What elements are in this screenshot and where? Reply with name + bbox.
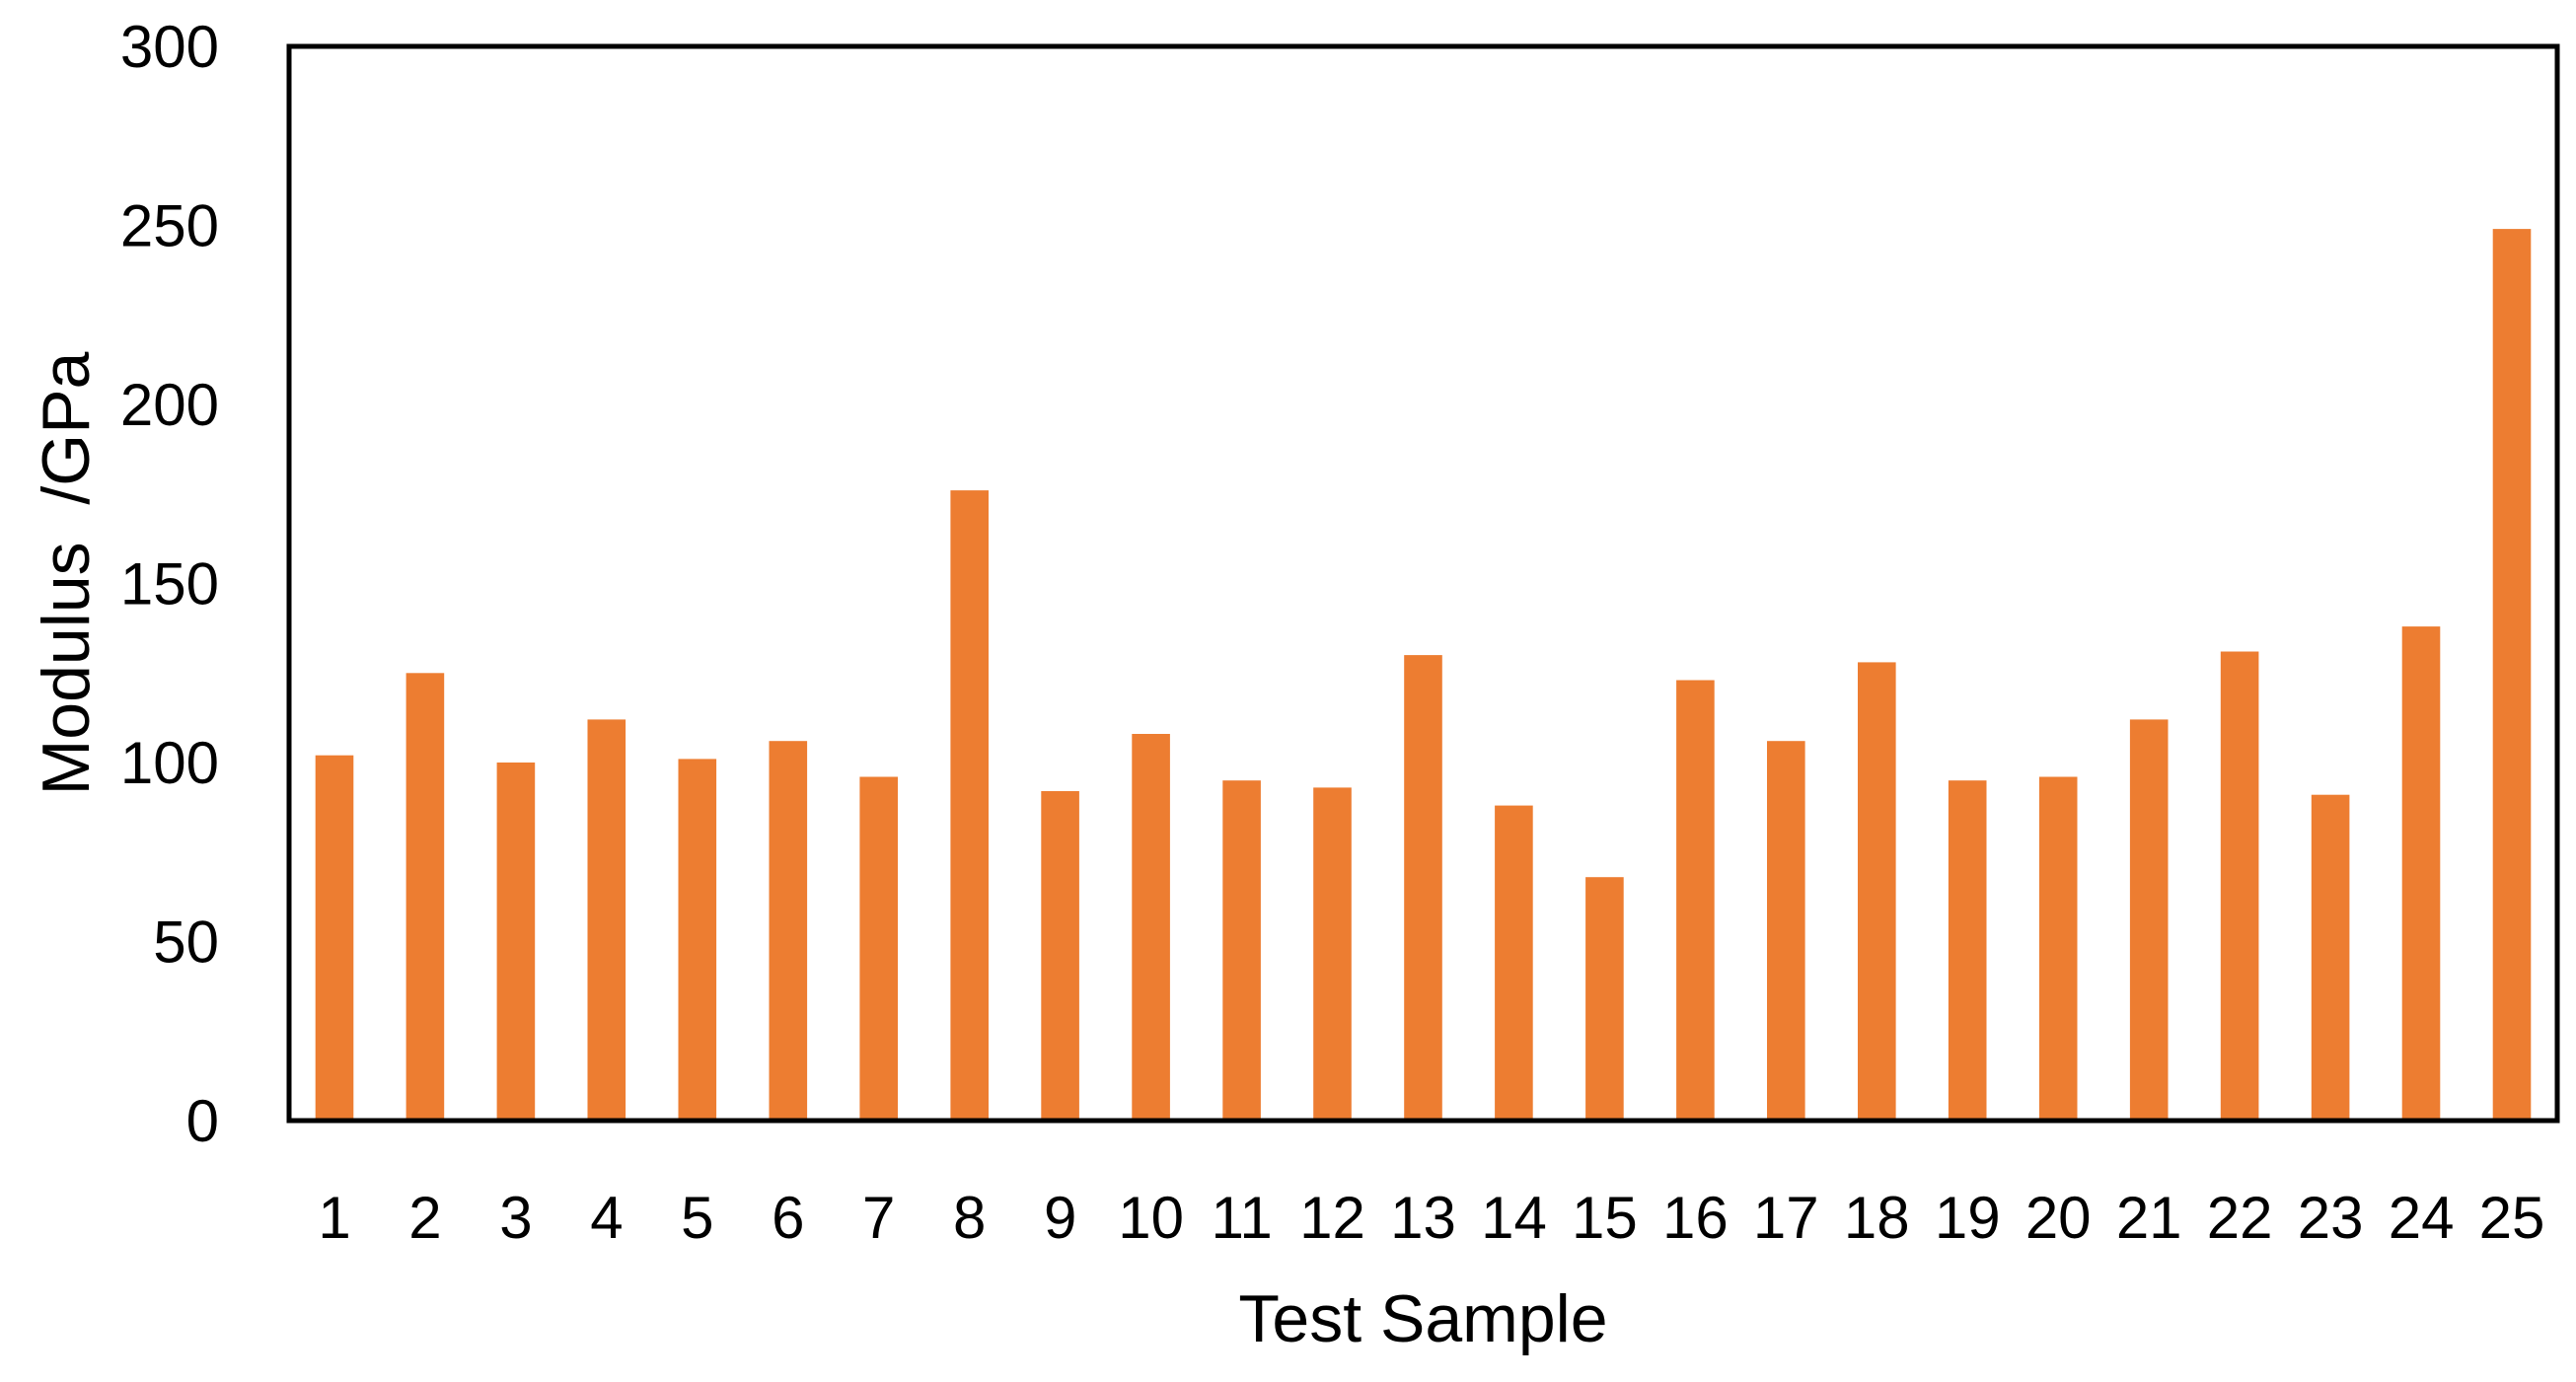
x-tick-label: 5: [681, 1185, 713, 1251]
x-tick-label: 23: [2298, 1185, 2364, 1251]
bar-17: [1767, 741, 1805, 1121]
x-tick-label: 6: [772, 1185, 804, 1251]
bar-5: [678, 759, 717, 1121]
x-tick-label: 16: [1662, 1185, 1729, 1251]
x-tick-label: 19: [1935, 1185, 2001, 1251]
x-tick-label: 21: [2116, 1185, 2182, 1251]
y-tick-label: 50: [153, 909, 219, 976]
x-tick-label: 8: [953, 1185, 986, 1251]
x-tick-label: 18: [1844, 1185, 1910, 1251]
y-tick-label: 250: [120, 193, 219, 259]
x-axis-title: Test Sample: [1238, 1281, 1607, 1356]
bar-6: [769, 741, 808, 1121]
y-tick-label: 0: [186, 1088, 219, 1154]
x-tick-label: 2: [408, 1185, 441, 1251]
bar-3: [496, 763, 536, 1121]
bar-2: [405, 673, 445, 1122]
x-tick-label: 3: [499, 1185, 532, 1251]
x-tick-label: 17: [1753, 1185, 1819, 1251]
bar-19: [1948, 780, 1987, 1121]
bar-1: [315, 755, 354, 1121]
bar-11: [1222, 780, 1261, 1121]
bar-12: [1313, 787, 1352, 1121]
bar-4: [587, 719, 626, 1121]
bar-18: [1858, 662, 1896, 1121]
bar-15: [1585, 877, 1624, 1121]
bar-14: [1495, 805, 1533, 1121]
x-tick-label: 4: [590, 1185, 623, 1251]
y-axis-title: Modulus /GPa: [29, 351, 104, 795]
x-tick-label: 10: [1118, 1185, 1184, 1251]
bar-20: [2038, 776, 2078, 1121]
x-tick-label: 12: [1299, 1185, 1365, 1251]
y-tick-label: 300: [120, 14, 219, 80]
bar-7: [859, 776, 898, 1121]
x-tick-label: 24: [2389, 1185, 2455, 1251]
x-tick-label: 25: [2479, 1185, 2545, 1251]
y-tick-label: 150: [120, 551, 219, 618]
bar-23: [2311, 794, 2350, 1121]
bar-24: [2401, 626, 2441, 1121]
y-tick-labels: 0 50 100 150 200 250 300: [120, 14, 219, 1154]
x-tick-label: 15: [1572, 1185, 1638, 1251]
x-tick-label: 7: [862, 1185, 895, 1251]
x-tick-label: 14: [1481, 1185, 1547, 1251]
x-tick-label: 1: [318, 1185, 350, 1251]
bar-13: [1404, 655, 1442, 1121]
x-tick-label: 13: [1390, 1185, 1456, 1251]
y-tick-label: 100: [120, 730, 219, 796]
bar-9: [1041, 791, 1079, 1121]
x-tick-label: 9: [1044, 1185, 1076, 1251]
bar-8: [950, 490, 989, 1122]
bar-10: [1132, 734, 1170, 1121]
y-tick-label: 200: [120, 372, 219, 438]
x-tick-label: 20: [2025, 1185, 2092, 1251]
bar-22: [2220, 651, 2259, 1121]
bars-layer: [315, 229, 2532, 1122]
bar-25: [2492, 229, 2532, 1122]
x-tick-labels: 1 2 3 4 5 6 7 8 9 10 11 12 13 14 15 16 17 18 19 20 21 22 23 24 2…: [318, 1185, 2544, 1251]
bar-21: [2129, 719, 2169, 1121]
plot-frame: [286, 43, 2560, 1124]
bar-16: [1676, 680, 1715, 1121]
x-tick-label: 11: [1211, 1185, 1272, 1251]
x-tick-label: 22: [2207, 1185, 2273, 1251]
